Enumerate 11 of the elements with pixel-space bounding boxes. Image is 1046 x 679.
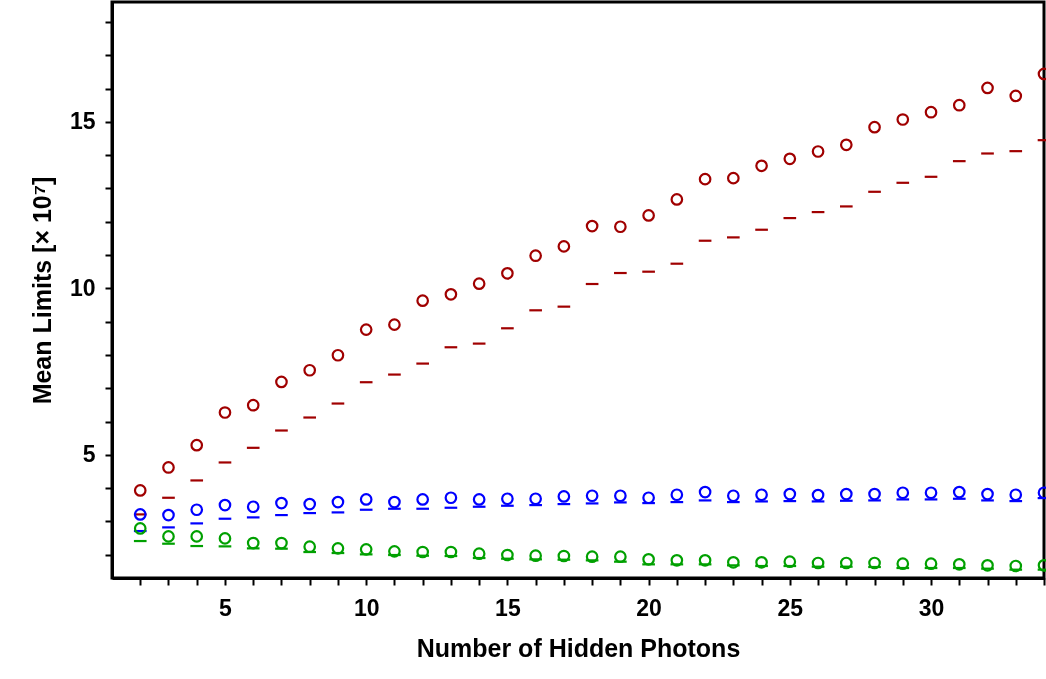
x-tick-label: 15: [495, 594, 521, 621]
x-tick-label: 10: [353, 594, 380, 621]
x-tick-label: 25: [777, 594, 804, 621]
y-axis-title: Mean Limits [× 10⁷]: [27, 176, 56, 405]
y-tick-label: 5: [82, 441, 96, 468]
x-tick-label: 30: [918, 594, 945, 621]
x-tick-label: 5: [219, 594, 233, 621]
y-tick-label: 15: [69, 108, 96, 135]
x-tick-label: 20: [636, 594, 662, 621]
x-axis-title: Number of Hidden Photons: [416, 633, 741, 662]
y-tick-label: 10: [69, 274, 96, 301]
